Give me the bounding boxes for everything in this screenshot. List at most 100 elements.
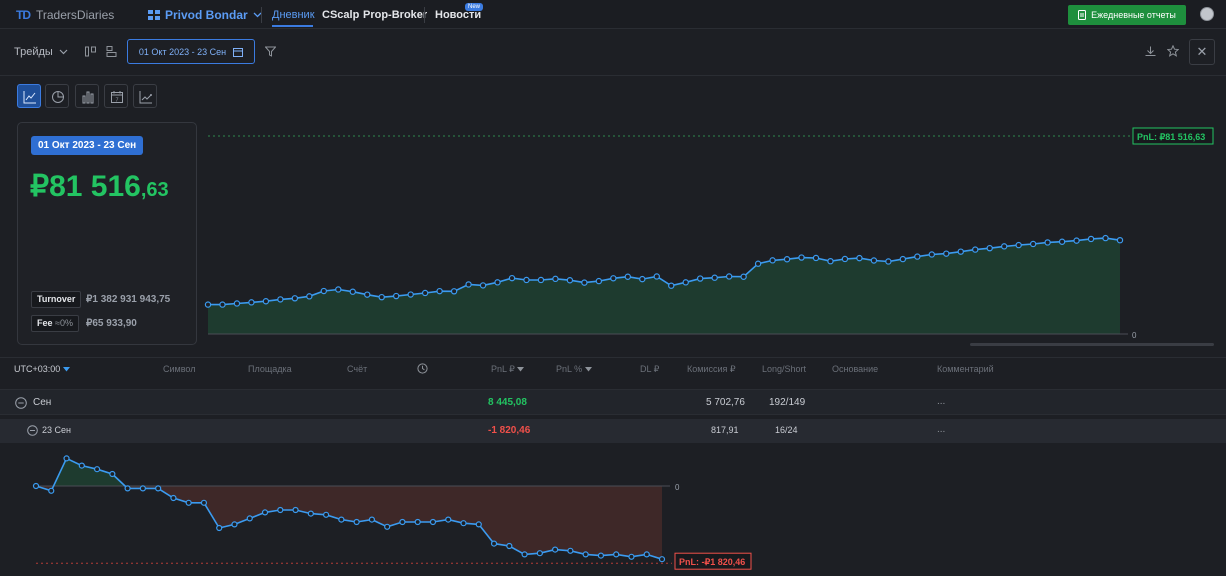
pnl-data-point[interactable] — [972, 246, 979, 253]
pnl-data-point[interactable] — [494, 279, 501, 286]
logo[interactable]: TD TradersDiaries — [16, 8, 114, 22]
day-pnl-data-point[interactable] — [93, 466, 101, 473]
pnl-data-point[interactable] — [219, 301, 226, 308]
day-pnl-data-point[interactable] — [261, 509, 269, 516]
day-pnl-data-point[interactable] — [429, 518, 437, 526]
pnl-data-point[interactable] — [378, 293, 385, 301]
avatar[interactable] — [1200, 7, 1214, 21]
pnl-data-point[interactable] — [552, 275, 559, 283]
pnl-data-point[interactable] — [436, 287, 443, 295]
pnl-data-point[interactable] — [856, 254, 863, 262]
pnl-data-point[interactable] — [595, 277, 603, 285]
pnl-data-point[interactable] — [653, 273, 660, 280]
pnl-data-point[interactable] — [537, 276, 545, 284]
day-pnl-data-point[interactable] — [582, 551, 589, 558]
day-pnl-data-point[interactable] — [460, 520, 467, 527]
pnl-data-point[interactable] — [668, 282, 675, 289]
pnl-data-point[interactable] — [711, 274, 718, 281]
pnl-data-point[interactable] — [450, 288, 458, 295]
pnl-data-point[interactable] — [769, 257, 776, 264]
pnl-data-point[interactable] — [479, 282, 487, 289]
pnl-data-point[interactable] — [1087, 235, 1095, 243]
pnl-data-point[interactable] — [508, 274, 516, 282]
pnl-data-point[interactable] — [957, 248, 964, 255]
col-long-short[interactable]: Long/Short — [762, 364, 807, 374]
collapse-icon[interactable] — [15, 397, 27, 409]
pnl-data-point[interactable] — [364, 291, 371, 298]
day-pnl-data-point[interactable] — [384, 523, 391, 530]
day-pnl-data-point[interactable] — [109, 470, 116, 478]
pnl-data-point[interactable] — [566, 277, 574, 284]
day-pnl-data-point[interactable] — [445, 516, 452, 523]
day-pnl-data-point[interactable] — [48, 487, 55, 494]
pnl-data-point[interactable] — [1044, 239, 1051, 246]
day-pnl-data-point[interactable] — [552, 546, 559, 553]
day-row[interactable]: 23 Сен -1 820,46 817,91 16/24 ... — [0, 419, 1226, 443]
pnl-data-point[interactable] — [523, 276, 530, 284]
day-pnl-data-point[interactable] — [521, 551, 528, 558]
star-icon[interactable] — [1167, 45, 1179, 57]
pnl-data-point[interactable] — [783, 256, 791, 263]
pnl-data-point[interactable] — [624, 273, 632, 280]
pnl-data-point[interactable] — [277, 296, 284, 303]
pnl-data-point[interactable] — [943, 250, 950, 257]
month-row[interactable]: Сен 8 445,08 5 702,76 192/149 ... — [0, 389, 1226, 415]
day-pnl-data-point[interactable] — [338, 516, 345, 523]
col-commission[interactable]: Комиссия ₽ — [687, 364, 736, 374]
day-pnl-data-point[interactable] — [277, 506, 284, 514]
pnl-data-point[interactable] — [349, 288, 356, 295]
pnl-data-point[interactable] — [841, 255, 849, 263]
col-comment[interactable]: Комментарий — [937, 364, 994, 374]
col-venue[interactable]: Площадка — [248, 364, 292, 374]
day-pnl-data-point[interactable] — [185, 499, 192, 506]
layout-icon[interactable] — [106, 46, 117, 57]
day-pnl-data-point[interactable] — [124, 485, 131, 492]
nav-cscalp[interactable]: CScalp — [322, 9, 360, 21]
col-pnl[interactable]: PnL ₽ — [491, 364, 525, 375]
day-pnl-data-point[interactable] — [155, 485, 162, 492]
daily-reports-button[interactable]: Ежедневные отчеты — [1068, 5, 1186, 25]
clock-icon[interactable] — [417, 363, 428, 374]
pnl-data-point[interactable] — [392, 292, 400, 300]
day-pnl-data-point[interactable] — [139, 485, 146, 492]
view-pie-chart-button[interactable] — [45, 84, 69, 108]
view-calendar-button[interactable]: 7 — [104, 84, 128, 108]
account-selector[interactable]: Privod Bondar — [148, 8, 262, 22]
filter-icon[interactable] — [265, 46, 276, 57]
pnl-data-point[interactable] — [986, 244, 993, 252]
pnl-data-point[interactable] — [335, 286, 342, 293]
pnl-data-point[interactable] — [291, 295, 299, 302]
day-pnl-data-point[interactable] — [353, 518, 360, 526]
pnl-data-point[interactable] — [639, 275, 646, 283]
pnl-data-point[interactable] — [407, 291, 414, 298]
day-pnl-data-point[interactable] — [231, 521, 238, 528]
nav-news[interactable]: Новости — [435, 9, 482, 21]
day-pnl-data-point[interactable] — [200, 499, 208, 506]
day-pnl-data-point[interactable] — [170, 494, 177, 502]
columns-icon[interactable] — [85, 46, 96, 57]
pnl-data-point[interactable] — [204, 301, 212, 308]
day-pnl-data-point[interactable] — [292, 506, 299, 514]
day-pnl-data-point[interactable] — [628, 553, 635, 560]
pnl-data-point[interactable] — [696, 275, 704, 282]
collapse-icon[interactable] — [27, 425, 38, 436]
pnl-data-point[interactable] — [581, 279, 588, 286]
pnl-data-point[interactable] — [248, 299, 255, 306]
nav-diary[interactable]: Дневник — [272, 9, 315, 21]
col-account[interactable]: Счёт — [347, 364, 368, 374]
download-icon[interactable] — [1145, 46, 1156, 57]
view-line-chart-button[interactable] — [17, 84, 41, 108]
pnl-data-point[interactable] — [885, 258, 892, 265]
close-button[interactable]: ✕ — [1189, 39, 1215, 65]
day-pnl-data-point[interactable] — [506, 542, 513, 550]
pnl-data-point[interactable] — [827, 257, 834, 265]
pnl-data-point[interactable] — [899, 255, 907, 263]
pnl-data-point[interactable] — [914, 253, 921, 260]
col-reason[interactable]: Основание — [832, 364, 879, 374]
nav-prop-broker[interactable]: Prop-Broker — [363, 9, 428, 21]
day-pnl-data-point[interactable] — [399, 518, 406, 526]
pnl-data-point[interactable] — [798, 254, 805, 261]
pnl-data-point[interactable] — [306, 293, 313, 300]
view-trend-chart-button[interactable] — [133, 84, 157, 108]
pnl-data-point[interactable] — [870, 257, 878, 264]
